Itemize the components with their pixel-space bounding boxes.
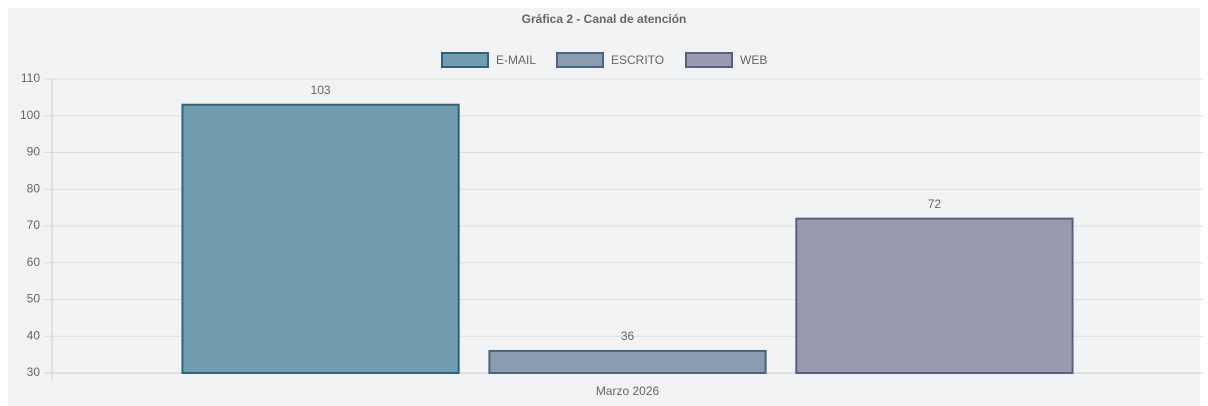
bar bbox=[181, 103, 460, 374]
y-tick-label: 100 bbox=[20, 108, 40, 122]
data-label: 103 bbox=[311, 83, 331, 97]
data-label: 72 bbox=[928, 197, 942, 211]
y-tick-label: 40 bbox=[27, 328, 41, 342]
legend-swatch bbox=[685, 52, 733, 68]
legend-label: E-MAIL bbox=[496, 53, 536, 67]
chart-title: Gráfica 2 - Canal de atención bbox=[522, 12, 687, 26]
bar bbox=[795, 217, 1074, 374]
data-label: 36 bbox=[621, 329, 635, 343]
y-tick-label: 110 bbox=[21, 71, 40, 85]
y-tick-label: 30 bbox=[27, 365, 41, 379]
x-tick-label: Marzo 2026 bbox=[596, 384, 660, 398]
legend-label: WEB bbox=[740, 53, 767, 67]
legend-swatch bbox=[556, 52, 604, 68]
y-tick-label: 50 bbox=[27, 292, 41, 306]
bar bbox=[488, 349, 767, 375]
y-tick-label: 70 bbox=[27, 218, 41, 232]
legend-swatch bbox=[441, 52, 489, 68]
y-tick-label: 60 bbox=[27, 255, 41, 269]
legend-label: ESCRITO bbox=[611, 53, 664, 67]
y-tick-label: 90 bbox=[27, 145, 41, 159]
y-tick-label: 80 bbox=[27, 181, 41, 195]
